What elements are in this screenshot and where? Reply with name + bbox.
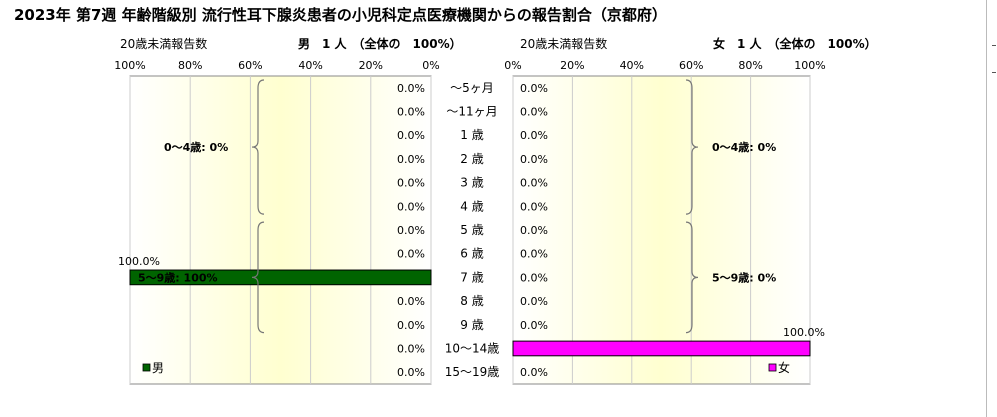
female-data-label: 0.0% — [520, 366, 548, 379]
age-category-label: 9 歳 — [460, 318, 483, 332]
female-brace-0-4 — [685, 79, 699, 215]
male-under20-label: 20歳未満報告数 — [120, 37, 208, 51]
female-tick-label: 100% — [794, 59, 825, 72]
age-category-label: 10～14歳 — [445, 341, 500, 355]
male-data-label: 0.0% — [397, 177, 425, 190]
male-data-label: 0.0% — [397, 129, 425, 142]
female-group-5-9-annotation: 5～9歳: 0% — [712, 270, 776, 284]
age-category-label: 15～19歳 — [445, 365, 500, 379]
female-bar — [512, 340, 811, 357]
male-bar — [129, 269, 432, 286]
male-plot-area — [129, 75, 432, 385]
female-count-label: 女 1 人 （全体の 100%） — [713, 37, 877, 51]
age-category-label: 8 歳 — [460, 294, 483, 308]
female-tick-label: 40% — [620, 59, 644, 72]
male-tick-label: 40% — [298, 59, 322, 72]
female-data-label: 0.0% — [520, 224, 548, 237]
scroll-tick — [992, 45, 996, 46]
male-data-label: 0.0% — [397, 248, 425, 261]
male-data-label: 0.0% — [397, 295, 425, 308]
age-category-label: 4 歳 — [460, 199, 483, 213]
male-tick-label: 80% — [178, 59, 202, 72]
age-category-label: 5 歳 — [460, 223, 483, 237]
female-data-label: 0.0% — [520, 106, 548, 119]
male-tick-label: 60% — [238, 59, 262, 72]
female-tick-label: 20% — [560, 59, 584, 72]
age-category-label: ～5ヶ月 — [450, 81, 494, 95]
male-legend-swatch — [142, 363, 151, 372]
female-plot-area — [512, 75, 811, 385]
male-brace-5-9 — [251, 221, 265, 334]
female-legend-swatch — [768, 363, 777, 372]
male-tick-label: 0% — [422, 59, 439, 72]
female-group-0-4-annotation: 0～4歳: 0% — [712, 140, 776, 154]
age-category-label: 2 歳 — [460, 152, 483, 166]
female-tick-label: 60% — [679, 59, 703, 72]
male-data-label: 0.0% — [397, 153, 425, 166]
male-data-label: 0.0% — [397, 319, 425, 332]
age-category-label: 1 歳 — [460, 128, 483, 142]
female-tick-label: 80% — [738, 59, 762, 72]
male-data-label: 100.0% — [118, 255, 160, 268]
window-divider — [986, 0, 987, 417]
female-data-label: 0.0% — [520, 271, 548, 284]
male-data-label: 0.0% — [397, 366, 425, 379]
female-data-label: 100.0% — [783, 326, 825, 339]
female-brace-5-9 — [685, 221, 699, 334]
female-tick-label: 0% — [504, 59, 521, 72]
male-count-label: 男 1 人 （全体の 100%） — [298, 37, 462, 51]
female-under20-label: 20歳未満報告数 — [520, 37, 608, 51]
scroll-tick — [992, 72, 996, 73]
age-category-label: 6 歳 — [460, 247, 483, 261]
female-data-label: 0.0% — [520, 319, 548, 332]
male-tick-label: 20% — [359, 59, 383, 72]
female-data-label: 0.0% — [520, 129, 548, 142]
age-category-label: 3 歳 — [460, 176, 483, 190]
female-data-label: 0.0% — [520, 153, 548, 166]
female-data-label: 0.0% — [520, 177, 548, 190]
female-data-label: 0.0% — [520, 200, 548, 213]
male-data-label: 0.0% — [397, 342, 425, 355]
male-legend-label: 男 — [152, 361, 164, 375]
male-data-label: 0.0% — [397, 82, 425, 95]
age-category-label: 7 歳 — [460, 270, 483, 284]
female-legend-label: 女 — [778, 360, 790, 375]
male-brace-0-4 — [251, 79, 265, 215]
male-tick-label: 100% — [114, 59, 145, 72]
male-data-label: 0.0% — [397, 200, 425, 213]
female-data-label: 0.0% — [520, 248, 548, 261]
age-category-label: ～11ヶ月 — [446, 105, 497, 119]
male-data-label: 0.0% — [397, 224, 425, 237]
chart-title: 2023年 第7週 年齢階級別 流行性耳下腺炎患者の小児科定点医療機関からの報告… — [14, 6, 667, 24]
female-data-label: 0.0% — [520, 82, 548, 95]
male-data-label: 0.0% — [397, 106, 425, 119]
female-data-label: 0.0% — [520, 295, 548, 308]
male-group-5-9-annotation: 5～9歳: 100% — [138, 270, 218, 284]
male-group-0-4-annotation: 0～4歳: 0% — [164, 140, 228, 154]
